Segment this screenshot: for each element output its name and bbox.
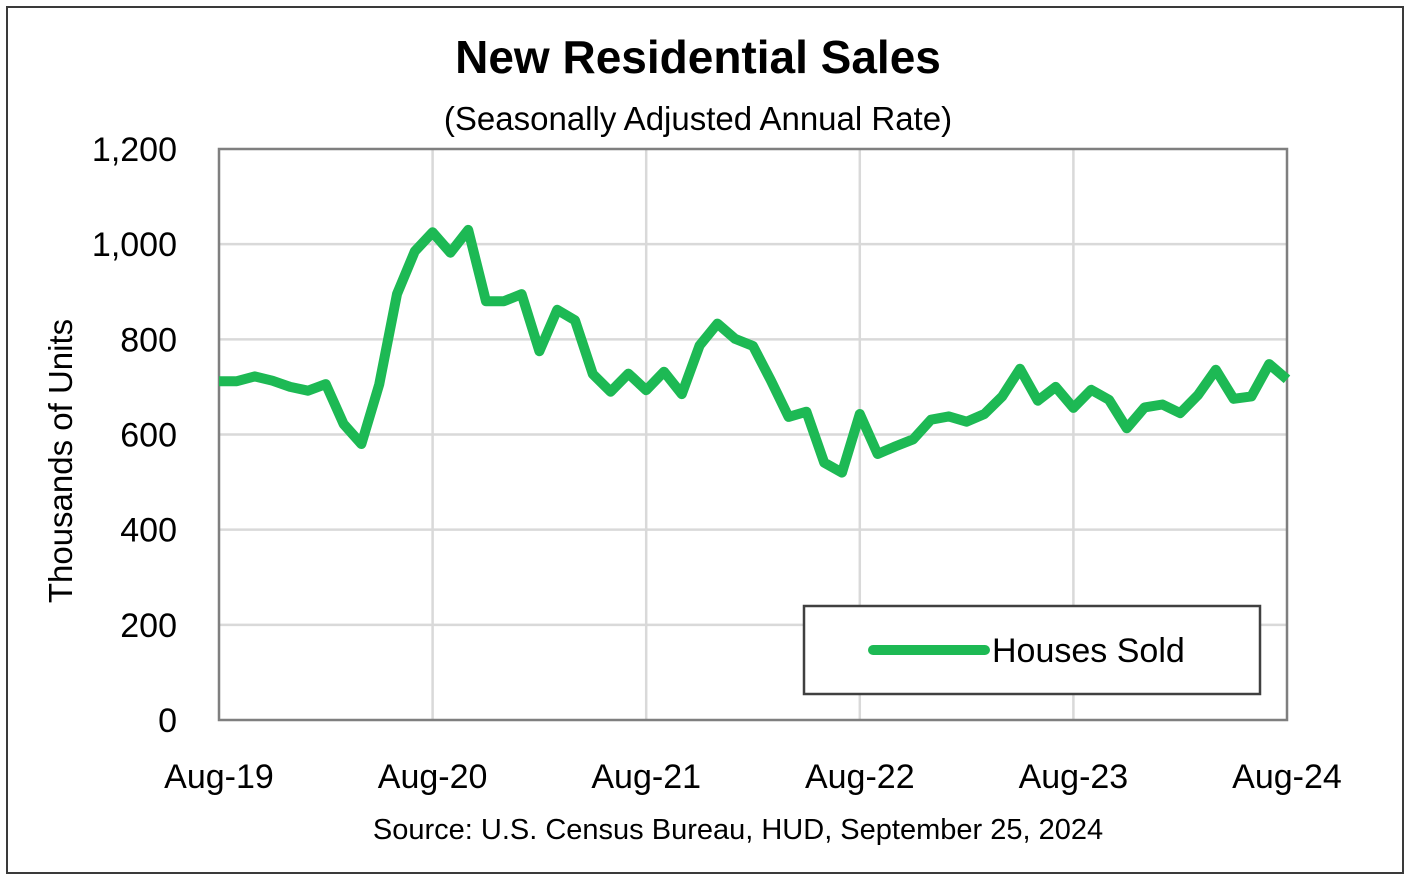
x-tick-label: Aug-23 [1019, 758, 1129, 796]
y-tick-label: 0 [158, 702, 177, 740]
y-tick-label: 600 [120, 417, 177, 455]
y-axis-ticks: 0 200 400 600 800 1,000 1,200 [92, 131, 177, 740]
chart-subtitle: (Seasonally Adjusted Annual Rate) [444, 100, 952, 137]
y-axis-label: Thousands of Units [42, 319, 79, 603]
chart-title: New Residential Sales [455, 31, 941, 83]
y-tick-label: 400 [120, 512, 177, 550]
series-line-houses-sold [219, 224, 1291, 478]
x-tick-label: Aug-19 [164, 758, 274, 796]
chart-frame [6, 6, 1404, 874]
series-points-houses-sold [218, 229, 1288, 473]
y-tick-label: 1,200 [92, 131, 177, 169]
x-tick-label: Aug-22 [805, 758, 915, 796]
y-tick-label: 1,000 [92, 226, 177, 264]
y-tick-label: 200 [120, 607, 177, 645]
x-tick-label: Aug-20 [378, 758, 488, 796]
x-tick-label: Aug-24 [1232, 758, 1342, 796]
source-note: Source: U.S. Census Bureau, HUD, Septemb… [373, 814, 1103, 846]
x-tick-label: Aug-21 [591, 758, 701, 796]
plot-area [217, 147, 1289, 722]
legend-label-houses-sold: Houses Sold [992, 632, 1185, 670]
y-tick-label: 800 [120, 321, 177, 359]
legend: Houses Sold [802, 604, 1262, 696]
x-axis-ticks: Aug-19 Aug-20 Aug-21 Aug-22 Aug-23 Aug-24 [164, 758, 1342, 796]
